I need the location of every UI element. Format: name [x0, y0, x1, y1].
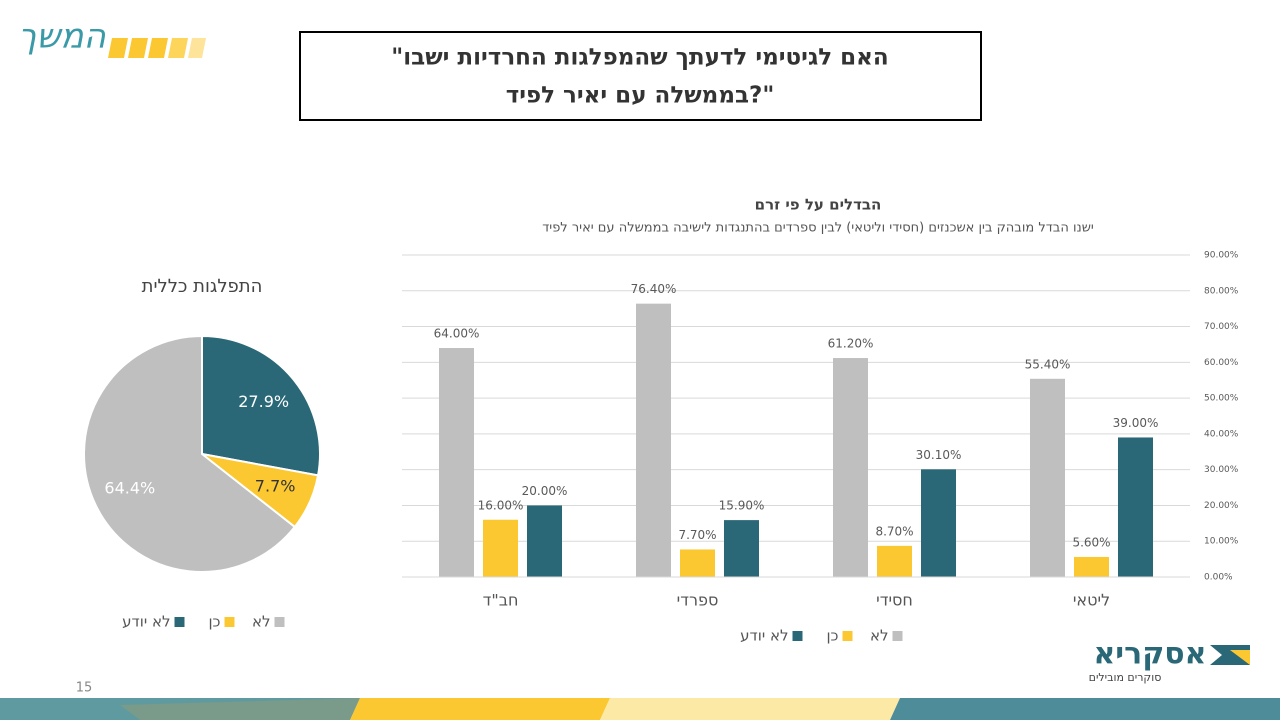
- bar: [833, 358, 868, 577]
- data-label: 64.4%: [104, 479, 155, 498]
- bar: [921, 469, 956, 577]
- legend-swatch: [792, 631, 803, 641]
- data-label: 61.20%: [828, 337, 874, 351]
- legend-swatch: [892, 631, 903, 641]
- bar: [636, 303, 671, 577]
- legend-swatch: [174, 617, 185, 627]
- footer-band: [0, 698, 1280, 720]
- data-label: 76.40%: [631, 282, 677, 296]
- stripes: [108, 38, 206, 58]
- legend-label: כן: [208, 613, 220, 631]
- y-tick-label: 90.00%: [1204, 251, 1239, 261]
- bar: [439, 348, 474, 577]
- legend-swatch: [224, 617, 235, 627]
- legend-label: לא: [870, 627, 889, 645]
- data-label: 64.00%: [434, 327, 480, 341]
- data-label: 30.10%: [916, 448, 962, 462]
- pie-slice: [201, 334, 321, 477]
- slide-title: "האם לגיטימי לדעתך שהמפלגות החרדיות ישבו: [391, 45, 888, 71]
- page-number: 15: [76, 681, 93, 696]
- data-label: 20.00%: [522, 484, 568, 498]
- bar: [1118, 437, 1153, 577]
- logo-text: אסקריא: [1093, 637, 1206, 672]
- x-tick-label: חסידי: [876, 591, 913, 610]
- y-tick-label: 70.00%: [1204, 322, 1239, 332]
- logo: אסקריא סוקרים מובילים: [1089, 637, 1250, 684]
- y-tick-label: 10.00%: [1204, 537, 1239, 547]
- title-box: [299, 31, 982, 121]
- data-label: 16.00%: [478, 498, 524, 512]
- data-label: 27.9%: [238, 392, 289, 411]
- data-label: 7.7%: [255, 477, 296, 496]
- chart-title: הבדלים על פי זרם: [755, 196, 882, 214]
- legend-label: כן: [826, 627, 838, 645]
- data-label: 39.00%: [1113, 416, 1159, 430]
- bar: [680, 549, 715, 577]
- legend-label: לא: [252, 613, 271, 631]
- y-tick-label: 80.00%: [1204, 286, 1239, 296]
- data-label: 5.60%: [1072, 535, 1110, 549]
- y-tick-label: 20.00%: [1204, 501, 1239, 511]
- chart-title: התפלגות כללית: [142, 276, 263, 297]
- data-label: 15.90%: [719, 499, 765, 513]
- bar: [527, 505, 562, 577]
- y-tick-label: 60.00%: [1204, 358, 1239, 368]
- bar: [877, 545, 912, 577]
- data-label: 7.70%: [678, 528, 716, 542]
- y-tick-label: 0.00%: [1204, 573, 1233, 583]
- legend-label: לא יודע: [740, 627, 788, 645]
- bar: [483, 519, 518, 577]
- y-tick-label: 40.00%: [1204, 429, 1239, 439]
- section-label: המשך: [18, 17, 106, 57]
- legend-swatch: [842, 631, 853, 641]
- data-label: 8.70%: [875, 524, 913, 538]
- bar: [724, 520, 759, 577]
- y-tick-label: 30.00%: [1204, 465, 1239, 475]
- bar: [1074, 556, 1109, 577]
- x-tick-label: חב"ד: [483, 591, 519, 610]
- y-tick-label: 50.00%: [1204, 394, 1239, 404]
- chart-subtitle: ישנו הבדל מובהק בין אשכנזים (חסידי וליטא…: [542, 221, 1094, 236]
- bar: [1030, 378, 1065, 577]
- logo-tagline: סוקרים מובילים: [1089, 671, 1162, 684]
- legend-swatch: [274, 617, 285, 627]
- x-tick-label: ספרדי: [677, 591, 719, 610]
- slide-title: בממשלה עם יאיר לפיד?": [506, 83, 775, 109]
- data-label: 55.40%: [1025, 357, 1071, 371]
- pie-slice: [83, 334, 297, 573]
- legend-label: לא יודע: [122, 613, 170, 631]
- x-tick-label: ליטאי: [1073, 591, 1110, 610]
